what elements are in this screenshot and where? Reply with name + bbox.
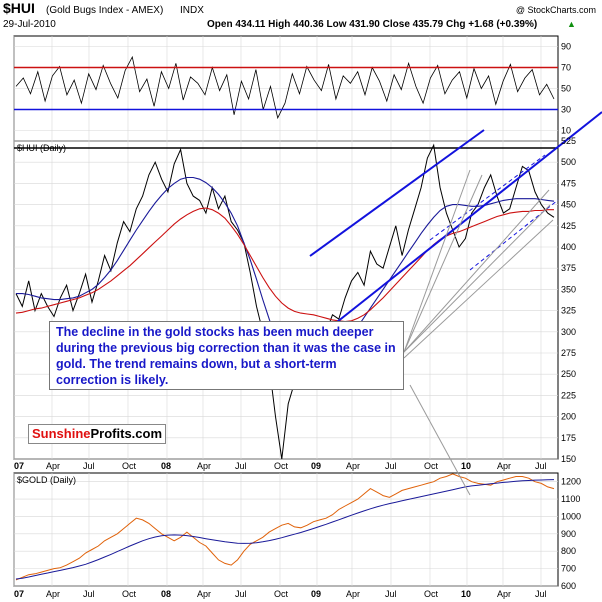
rsi-tick-label: 10: [561, 126, 571, 136]
gold-x-label: Apr: [46, 589, 60, 599]
hui-x-label: Oct: [424, 461, 439, 471]
hui-x-label: 10: [461, 461, 471, 471]
callout-pointer-4: [403, 219, 554, 359]
gold-tick-label: 1100: [561, 494, 580, 504]
gold-x-label: Jul: [235, 589, 247, 599]
gold-tick-label: 700: [561, 564, 576, 574]
gold-x-label: Oct: [122, 589, 137, 599]
rsi-tick-label: 90: [561, 42, 571, 52]
logo-part2: Profits.com: [90, 426, 163, 441]
hui-tick-label: 225: [561, 390, 576, 400]
chart-date: 29-Jul-2010: [3, 19, 56, 30]
gold-panel-title: $GOLD (Daily): [17, 475, 76, 485]
hui-x-label: Jul: [535, 461, 547, 471]
hui-x-label: Apr: [197, 461, 211, 471]
callout-pointer-1: [403, 174, 483, 353]
chart-name: (Gold Bugs Index - AMEX): [46, 5, 163, 16]
hui-tick-label: 200: [561, 412, 576, 422]
annotation-callout: The decline in the gold stocks has been …: [49, 321, 404, 390]
gold-series-line-0: [15, 473, 555, 581]
logo-part1: Sunshine: [32, 426, 91, 441]
hui-series-line-2: [15, 207, 554, 323]
hui-x-label: Jul: [83, 461, 95, 471]
gold-x-label: 07: [14, 589, 24, 599]
hui-x-label: Apr: [46, 461, 60, 471]
gold-tick-label: 1000: [561, 511, 581, 521]
hui-tick-label: 525: [561, 136, 576, 146]
chart-symbol: $HUI: [3, 0, 35, 16]
chart-ohlc: Open 434.11 High 440.36 Low 431.90 Close…: [207, 19, 537, 30]
annotation-text: The decline in the gold stocks has been …: [56, 325, 396, 387]
hui-x-label: Jul: [235, 461, 247, 471]
hui-tick-label: 450: [561, 200, 576, 210]
callout-pointer-3: [403, 204, 551, 353]
callout-pointer-2: [403, 189, 550, 353]
hui-x-label: Apr: [497, 461, 511, 471]
gold-x-label: 09: [311, 589, 321, 599]
gold-x-label: Jul: [385, 589, 397, 599]
hui-x-label: 09: [311, 461, 321, 471]
gold-tick-label: 800: [561, 546, 576, 556]
hui-tick-label: 250: [561, 369, 576, 379]
chart-exchange: INDX: [180, 5, 204, 16]
hui-x-label: Apr: [346, 461, 360, 471]
hui-tick-label: 150: [561, 454, 576, 464]
rsi-series: [14, 55, 558, 120]
rsi-tick-label: 70: [561, 63, 571, 73]
hui-tick-label: 375: [561, 263, 576, 273]
gold-x-label: Oct: [424, 589, 439, 599]
gold-x-label: Jul: [535, 589, 547, 599]
gold-x-label: Oct: [274, 589, 289, 599]
logo: SunshineProfits.com: [28, 424, 167, 444]
callout-pointer-5: [409, 384, 471, 496]
gold-tick-label: 1200: [561, 477, 581, 487]
hui-tick-label: 350: [561, 284, 576, 294]
trend-arrow-icon: ▲: [567, 19, 576, 29]
callout-pointer-0: [403, 169, 471, 353]
hui-x-label: 08: [161, 461, 171, 471]
hui-tick-label: 300: [561, 327, 576, 337]
hui-x-label: Oct: [122, 461, 137, 471]
gold-tick-label: 900: [561, 529, 576, 539]
hui-tick-label: 275: [561, 348, 576, 358]
gold-series: [15, 473, 555, 581]
gold-x-label: Apr: [346, 589, 360, 599]
chart-copyright: @ StockCharts.com: [516, 5, 596, 15]
axis-labels: 10 30 50 70 90 150 175 200 225 250 275 300 325 350 375…: [14, 42, 581, 600]
rsi-tick-label: 30: [561, 105, 571, 115]
hui-x-label: 07: [14, 461, 24, 471]
gold-x-label: Apr: [497, 589, 511, 599]
gold-panel: [13, 472, 559, 587]
hui-tick-label: 500: [561, 157, 576, 167]
hui-tick-label: 325: [561, 306, 576, 316]
hui-panel-title: $HUI (Daily): [17, 143, 66, 153]
hui-tick-label: 400: [561, 242, 576, 252]
lower-channel-line: [336, 111, 602, 323]
rsi-series-line-0: [15, 55, 555, 120]
gold-x-label: 08: [161, 589, 171, 599]
gold-x-label: 10: [461, 589, 471, 599]
gold-tick-label: 600: [561, 581, 576, 591]
hui-series-line-0: [15, 143, 555, 460]
hui-x-label: Oct: [274, 461, 289, 471]
hui-x-label: Jul: [385, 461, 397, 471]
trend-lines: [14, 111, 602, 496]
gold-x-label: Jul: [83, 589, 95, 599]
rsi-tick-label: 50: [561, 84, 571, 94]
hui-tick-label: 425: [561, 221, 576, 231]
dashed-channel-1: [429, 154, 546, 241]
upper-channel-line: [309, 129, 485, 257]
hui-tick-label: 175: [561, 433, 576, 443]
hui-tick-label: 475: [561, 178, 576, 188]
gold-x-label: Apr: [197, 589, 211, 599]
gold-series-line-1: [15, 479, 555, 580]
